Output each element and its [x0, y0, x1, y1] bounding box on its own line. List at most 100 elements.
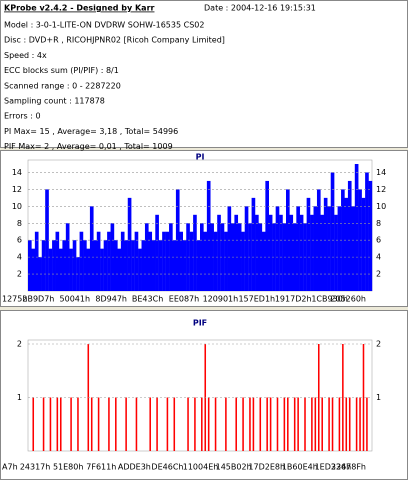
y-tick-label-right: 8 — [376, 219, 381, 228]
bar — [49, 397, 52, 451]
bar — [182, 240, 187, 291]
info-line: Speed : 4x — [4, 51, 47, 60]
x-tick-label: DE46Ch — [151, 463, 183, 472]
app-title: KProbe v2.4.2 - Designed by Karr — [4, 4, 155, 13]
bar — [317, 344, 320, 451]
bar — [217, 214, 221, 291]
bar — [77, 397, 79, 451]
x-tick-label: EE087h — [169, 295, 199, 304]
x-tick-label: 51E80h — [53, 463, 83, 472]
bar — [351, 206, 355, 291]
bar — [151, 240, 156, 291]
bar — [354, 164, 359, 291]
bar — [225, 397, 227, 451]
y-tick-label-right: 14 — [376, 168, 386, 177]
bar — [97, 397, 100, 451]
y-tick-label-right: 2 — [376, 270, 381, 279]
bar — [96, 231, 101, 291]
bar — [368, 180, 373, 291]
bar — [299, 214, 304, 291]
x-tick-label: 1275h — [2, 295, 27, 304]
bar — [310, 214, 314, 291]
y-tick-label: 8 — [17, 219, 22, 228]
bar — [272, 223, 276, 291]
info-line: Disc : DVD+R , RICOHJPNR02 [Ricoh Compan… — [4, 36, 225, 45]
bar — [235, 397, 237, 451]
bar — [275, 206, 280, 291]
scan-date: Date : 2004-12-16 19:15:31 — [204, 4, 316, 13]
bar — [252, 397, 255, 451]
x-tick-label: 24317h — [20, 463, 51, 472]
bar — [62, 240, 67, 291]
bar — [93, 240, 97, 291]
bar — [187, 397, 189, 451]
bar — [59, 397, 62, 451]
bar — [55, 231, 60, 291]
info-line: Errors : 0 — [4, 112, 41, 121]
info-line: Sampling count : 117878 — [4, 97, 105, 106]
info-panel — [0, 0, 408, 148]
bar — [79, 231, 84, 291]
x-tick-label: 2B9D7h — [22, 295, 54, 304]
bar — [52, 240, 56, 291]
bar — [107, 231, 111, 291]
bar — [156, 397, 158, 451]
bar — [86, 248, 91, 291]
bar — [337, 206, 342, 291]
bar — [108, 397, 110, 451]
bar — [362, 344, 365, 451]
info-line: PIF Max= 2 , Average= 0,01 , Total= 1009 — [4, 142, 173, 151]
chart-title: PI — [196, 153, 205, 162]
bar — [158, 240, 163, 291]
bar — [279, 214, 283, 291]
bar — [138, 248, 142, 291]
bar — [56, 397, 59, 451]
bar — [266, 397, 268, 451]
bar — [124, 240, 128, 291]
bar — [287, 397, 289, 451]
x-tick-label: 1CB930h — [311, 295, 348, 304]
bar — [72, 240, 77, 291]
y-tick-label-right: 1 — [376, 393, 381, 402]
bar — [48, 248, 53, 291]
bar — [321, 397, 323, 451]
bar — [201, 397, 203, 451]
x-tick-label: 8D947h — [95, 295, 127, 304]
bar — [90, 397, 93, 451]
bar — [338, 397, 341, 451]
x-tick-label: 7F611h — [86, 463, 116, 472]
bar — [355, 397, 358, 451]
bar — [359, 397, 361, 451]
bar — [342, 344, 344, 451]
x-tick-label: 11004Eh — [183, 463, 219, 472]
bar — [117, 248, 122, 291]
bar — [173, 397, 176, 451]
bar — [268, 214, 273, 291]
y-tick-label: 6 — [17, 236, 22, 245]
bar — [242, 397, 244, 451]
bar — [196, 240, 201, 291]
y-tick-label: 2 — [17, 340, 22, 349]
bar — [83, 240, 87, 291]
bar — [311, 397, 313, 451]
bar — [286, 189, 290, 291]
x-tick-label: 22678Fh — [331, 463, 366, 472]
bar — [348, 397, 351, 451]
bar — [306, 197, 311, 291]
x-tick-label: 205260h — [330, 295, 366, 304]
bar — [120, 231, 125, 291]
bar — [213, 231, 218, 291]
bar — [114, 240, 118, 291]
bar — [28, 240, 32, 291]
bar — [331, 397, 334, 451]
bar — [41, 240, 46, 291]
x-tick-label: 145B02h — [216, 463, 252, 472]
bar — [296, 206, 300, 291]
bar — [330, 172, 335, 291]
bar — [58, 248, 63, 291]
y-tick-label-right: 12 — [376, 185, 386, 194]
bar — [144, 223, 149, 291]
bar — [127, 197, 132, 291]
bar — [320, 214, 325, 291]
